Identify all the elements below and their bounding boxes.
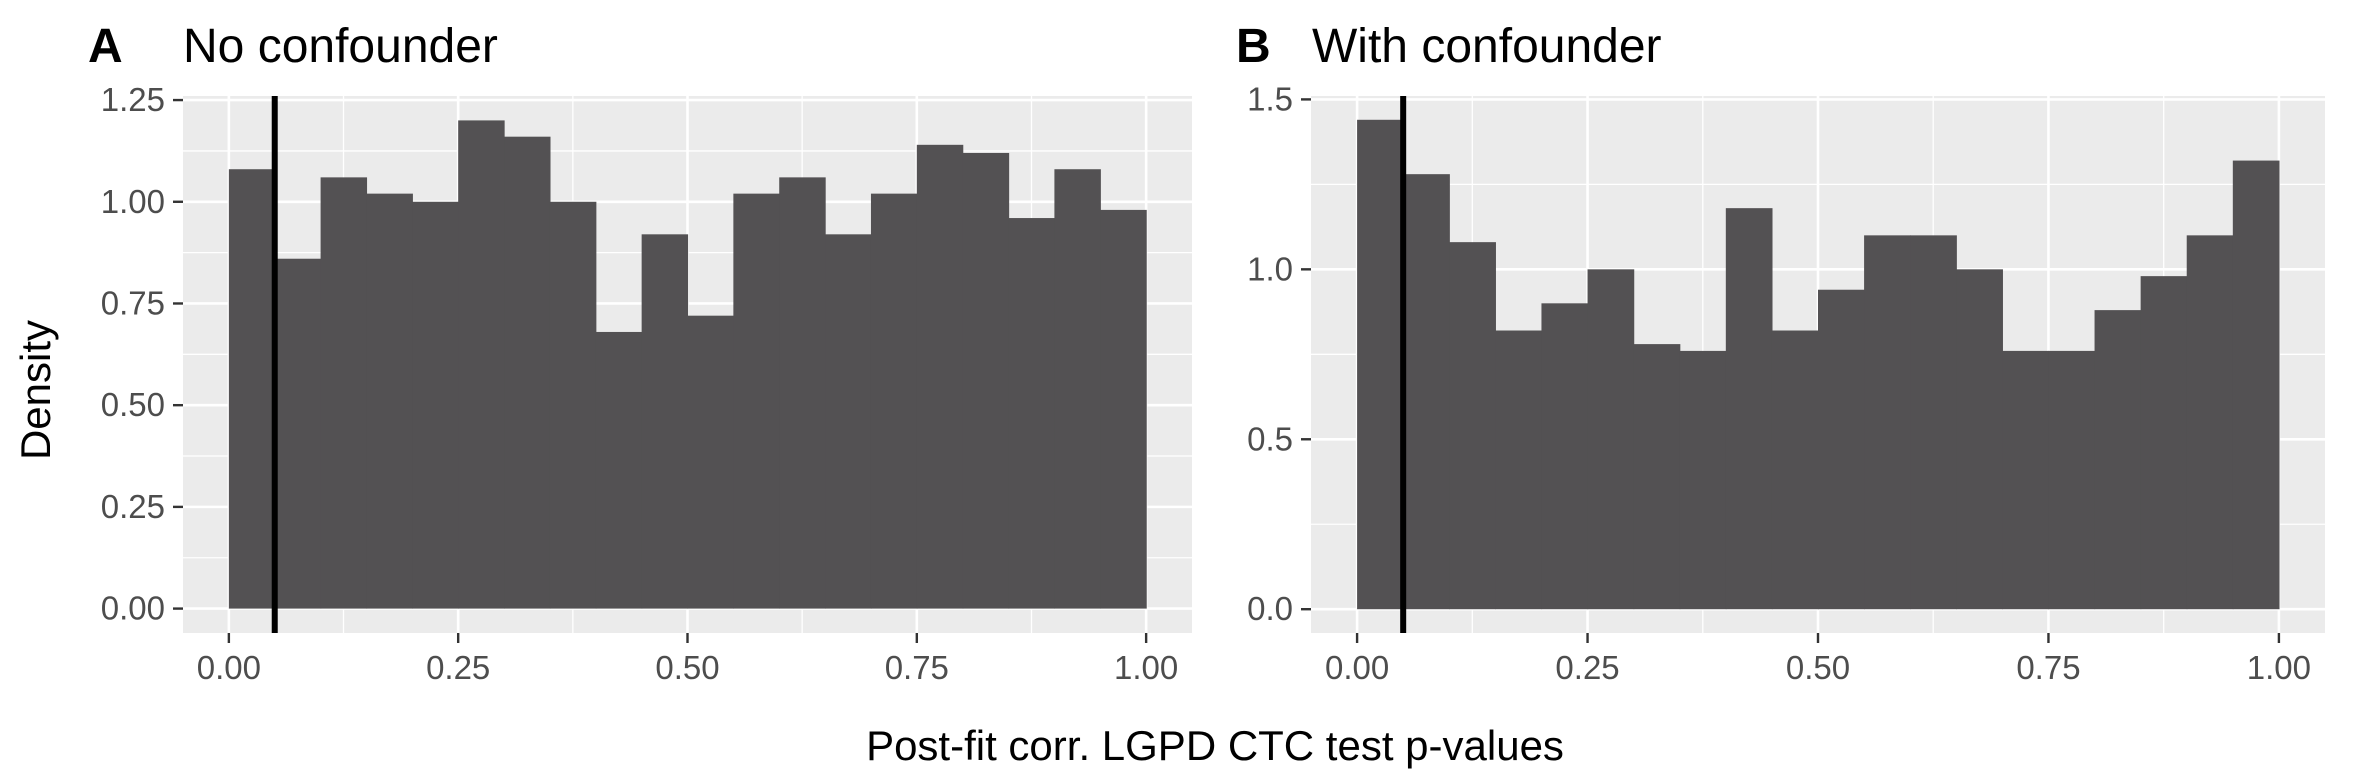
histogram-bar [825, 234, 872, 609]
histogram-bar [504, 136, 551, 609]
histogram-bar [320, 177, 368, 609]
histogram-bar [228, 169, 276, 609]
histogram-bar [1587, 269, 1635, 610]
panel-b: B With confounder 0.0 0.5 1.0 1.5 0.00 0.25 0.50… [1236, 20, 2325, 686]
histogram-bar [1864, 235, 1911, 610]
x-tick-label: 0.50 [1786, 649, 1850, 686]
histogram-bar [274, 258, 322, 609]
histogram-bar [687, 315, 734, 609]
y-tick-label: 1.0 [1247, 250, 1293, 287]
histogram-bar [458, 120, 505, 609]
panel-title: No confounder [183, 20, 498, 73]
histogram-bar [1357, 119, 1404, 610]
histogram-bar [916, 144, 964, 609]
x-tick-label: 0.75 [2016, 649, 2080, 686]
y-tick-label: 0.25 [101, 488, 165, 525]
histogram-bar [412, 201, 459, 609]
histogram-bar [2048, 350, 2096, 610]
histogram-bar [779, 177, 826, 609]
x-tick-label: 0.00 [197, 649, 261, 686]
histogram-bar [2140, 276, 2188, 610]
x-tick-label: 1.00 [2247, 649, 2311, 686]
panel-tag: A [88, 20, 123, 73]
y-tick-label: 0.75 [101, 284, 165, 321]
panel-a: A No confounder 0.00 0.25 0.50 0.75 1.00 1.25 0.… [88, 20, 1192, 686]
y-tick-label: 1.5 [1247, 80, 1293, 117]
histogram-bar [1100, 209, 1147, 609]
histogram-bar [1679, 350, 1727, 610]
x-tick-label: 0.50 [655, 649, 719, 686]
histogram-bar [549, 201, 597, 609]
x-tick-label: 0.75 [885, 649, 949, 686]
histogram-bar [733, 193, 780, 609]
x-tick-label: 1.00 [1114, 649, 1178, 686]
histogram-bar [2186, 235, 2234, 610]
histogram-bar [366, 193, 413, 609]
y-tick-label: 1.00 [101, 183, 165, 220]
y-tick-label: 0.00 [101, 590, 165, 627]
x-axis-title: Post-fit corr. LGPD CTC test p-values [866, 722, 1564, 769]
histogram-bar [1771, 330, 1819, 610]
histogram-bar [962, 152, 1010, 609]
histogram-bar [870, 193, 918, 609]
y-tick-label: 0.5 [1247, 420, 1293, 457]
histogram-bar [2232, 160, 2280, 610]
histogram-bar [1403, 174, 1450, 610]
x-tick-label: 0.25 [426, 649, 490, 686]
panel-tag: B [1236, 20, 1271, 73]
x-tick-label: 0.00 [1325, 649, 1389, 686]
histogram-bar [1008, 218, 1056, 609]
histogram-bar [2094, 310, 2142, 610]
histogram-bar [1633, 344, 1681, 610]
panel-title: With confounder [1312, 20, 1662, 73]
y-axis-title: Density [12, 320, 59, 460]
histogram-bar [1054, 169, 1101, 609]
histogram-bar [1495, 330, 1543, 610]
histogram-bar [595, 331, 643, 609]
histogram-bar [2002, 350, 2050, 610]
x-tick-label: 0.25 [1555, 649, 1619, 686]
y-tick-label: 0.0 [1247, 590, 1293, 627]
y-tick-label: 0.50 [101, 386, 165, 423]
histogram-bar [1541, 303, 1589, 610]
histogram-bar [1449, 242, 1496, 610]
histogram-bar [1818, 289, 1865, 610]
histogram-bar [1910, 235, 1957, 610]
histogram-bar [641, 234, 689, 609]
histogram-bar [1725, 208, 1773, 610]
histogram-bar [1956, 269, 2003, 610]
y-tick-label: 1.25 [101, 81, 165, 118]
